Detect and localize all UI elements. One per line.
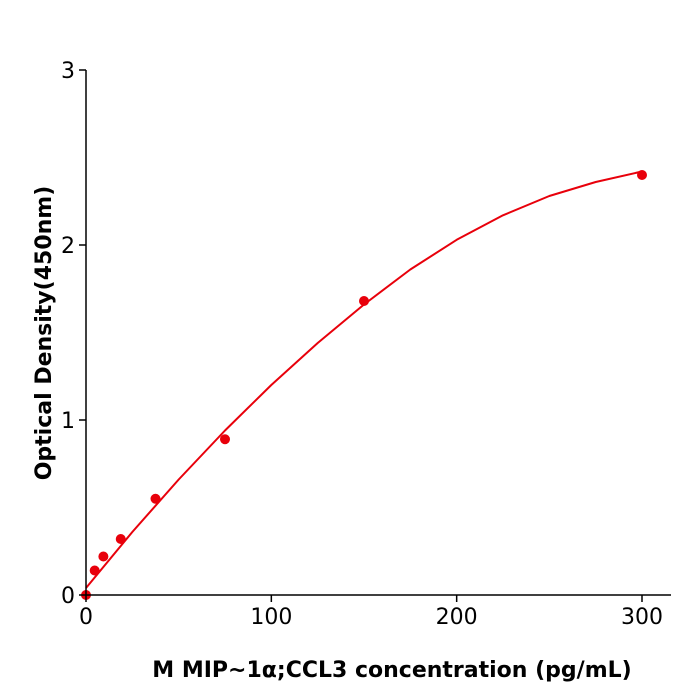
data-point	[115, 534, 126, 544]
y-tick-label: 1	[61, 409, 75, 434]
data-point	[637, 170, 647, 180]
fit-curve	[85, 170, 643, 589]
data-point	[220, 434, 230, 445]
x-tick-label: 100	[250, 605, 292, 630]
y-tick-label: 0	[61, 584, 75, 609]
y-axis-label: Optical Density(450nm)	[32, 186, 57, 481]
plot-area	[81, 170, 647, 600]
x-tick-label: 300	[621, 605, 663, 630]
data-point	[150, 493, 161, 504]
data-point	[359, 296, 369, 306]
x-tick-label: 200	[436, 605, 478, 630]
x-tick-label: 0	[79, 605, 93, 630]
y-tick-label: 2	[61, 234, 75, 259]
data-point	[98, 551, 109, 562]
x-axis-label: M MIP~1α;CCL3 concentration (pg/mL)	[152, 658, 631, 683]
data-point	[89, 565, 100, 576]
y-tick-label: 3	[61, 59, 75, 84]
